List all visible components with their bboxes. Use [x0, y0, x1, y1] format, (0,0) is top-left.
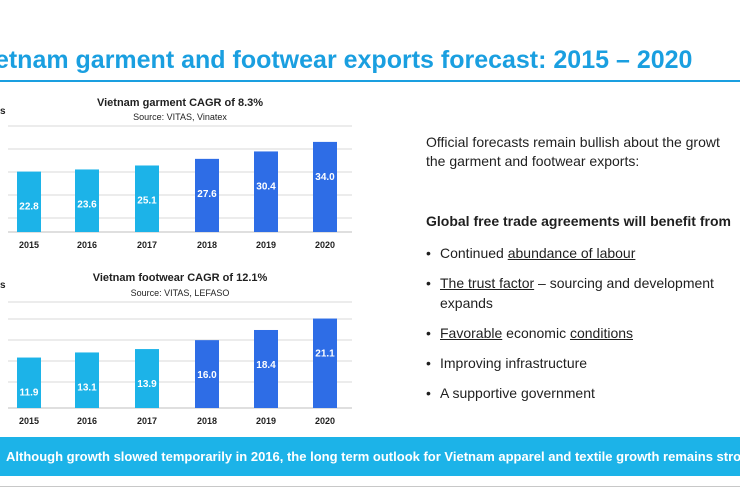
x-tick-label: 2018	[197, 416, 217, 426]
x-tick-label: 2017	[137, 416, 157, 426]
bar	[254, 329, 278, 408]
data-label: 18.4	[256, 360, 276, 371]
data-label: 30.4	[256, 181, 276, 192]
bar	[313, 318, 337, 408]
title-rule	[0, 80, 740, 82]
intro-text: Official forecasts remain bullish about …	[426, 133, 720, 171]
charts-area: Vietnam garment CAGR of 8.3% Source: VITA…	[0, 97, 352, 426]
footer-text: Although growth slowed temporarily in 20…	[6, 449, 740, 464]
bullet-icon: •	[426, 325, 431, 341]
bar	[75, 169, 99, 232]
bullet-link: conditions	[569, 325, 634, 341]
data-label: 13.9	[137, 379, 157, 390]
chart-source: Source: VITAS, Vinatex	[133, 112, 227, 122]
bar	[75, 352, 99, 408]
list-item: • The trust factor – sourcing and develo…	[426, 273, 714, 313]
bullet-text: Continued	[440, 245, 508, 261]
y-axis-unit: s	[0, 280, 6, 291]
bullet-text: economic	[502, 325, 570, 341]
bullet-link: Favorable	[440, 325, 503, 341]
footer-banner: Although growth slowed temporarily in 20…	[0, 437, 740, 476]
x-tick-label: 2019	[256, 240, 276, 250]
list-item: • Improving infrastructure	[426, 353, 714, 373]
x-tick-label: 2019	[256, 416, 276, 426]
chart-title: Vietnam garment CAGR of 8.3%	[97, 97, 263, 109]
x-tick-label: 2015	[19, 240, 39, 250]
bullet-icon: •	[426, 355, 431, 371]
benefits-list: • Continued abundance of labour • The tr…	[426, 243, 714, 413]
bullet-link: abundance of labour	[507, 245, 636, 261]
bar	[135, 349, 159, 408]
data-label: 23.6	[77, 199, 97, 210]
data-label: 16.0	[197, 370, 217, 381]
benefits-heading: Global free trade agreements will benefi…	[426, 213, 731, 229]
x-tick-label: 2020	[315, 416, 335, 426]
data-label: 25.1	[137, 195, 157, 206]
bar	[17, 357, 41, 408]
x-tick-label: 2020	[315, 240, 335, 250]
bar	[135, 165, 159, 232]
data-label: 22.8	[19, 202, 39, 213]
x-tick-label: 2015	[19, 416, 39, 426]
bar	[195, 158, 219, 232]
list-item: • Continued abundance of labour	[426, 243, 714, 263]
bar	[17, 171, 41, 232]
x-tick-label: 2016	[77, 416, 97, 426]
bar	[254, 151, 278, 232]
bullet-link: The trust factor	[440, 275, 535, 291]
bottom-rule	[0, 486, 740, 487]
bullet-text: – sourcing and development	[534, 275, 714, 291]
bar	[313, 141, 337, 232]
bullet-icon: •	[426, 275, 431, 291]
chart-source: Source: VITAS, LEFASO	[131, 288, 230, 298]
y-axis-unit: s	[0, 106, 6, 117]
slide-title: ietnam garment and footwear exports fore…	[0, 46, 693, 74]
chart-title: Vietnam footwear CAGR of 12.1%	[93, 272, 268, 284]
data-label: 27.6	[197, 189, 217, 200]
bullet-text: A supportive government	[440, 385, 595, 401]
list-item: • Favorable economic conditions	[426, 323, 714, 343]
x-tick-label: 2016	[77, 240, 97, 250]
data-label: 11.9	[20, 388, 39, 399]
data-label: 34.0	[315, 172, 335, 183]
bullet-text: expands	[440, 295, 493, 311]
intro-line-2: the garment and footwear exports:	[426, 153, 640, 169]
list-item: • A supportive government	[426, 383, 714, 403]
bullet-icon: •	[426, 385, 431, 401]
data-label: 13.1	[77, 382, 97, 393]
x-tick-label: 2017	[137, 240, 157, 250]
data-label: 21.1	[315, 349, 335, 360]
bullet-icon: •	[426, 245, 431, 261]
bullet-text: Improving infrastructure	[440, 355, 588, 371]
x-tick-label: 2018	[197, 240, 217, 250]
intro-line-1: Official forecasts remain bullish about …	[426, 134, 720, 150]
bar	[195, 340, 219, 408]
